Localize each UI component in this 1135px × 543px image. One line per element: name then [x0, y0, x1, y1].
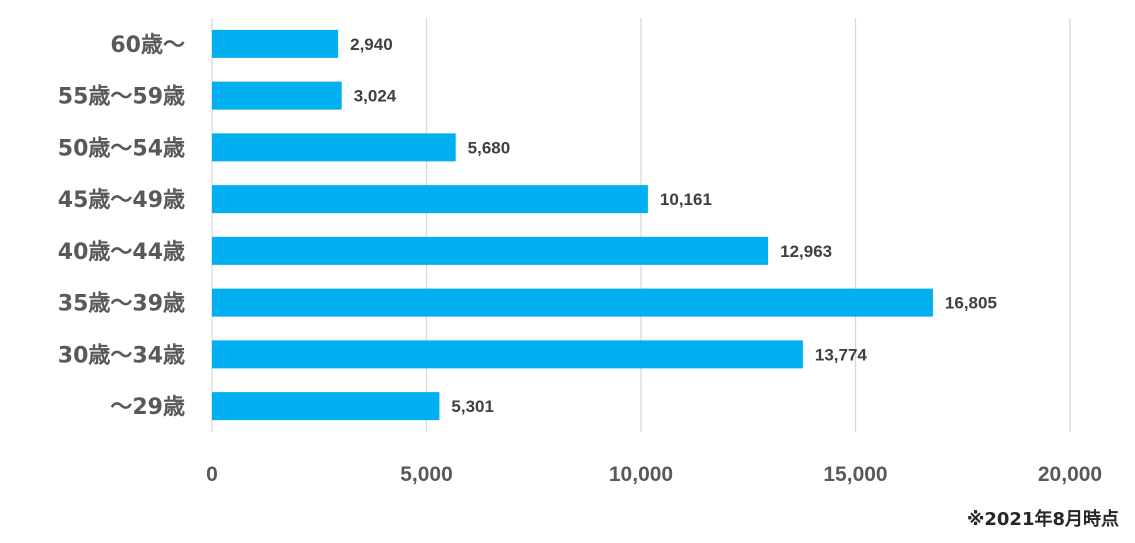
bar	[212, 29, 339, 58]
x-tick-label: 15,000	[823, 463, 887, 486]
value-label: 5,301	[451, 397, 494, 416]
bar	[212, 185, 648, 214]
bar	[212, 340, 803, 369]
value-label: 12,963	[780, 242, 832, 261]
category-label: 60歳〜	[110, 33, 185, 58]
value-label: 10,161	[660, 190, 712, 209]
x-axis-tick-labels: 0 5,000 10,000 15,000 20,000	[206, 463, 1102, 486]
category-label: 35歳〜39歳	[58, 292, 185, 317]
category-label: 40歳〜44歳	[58, 240, 185, 265]
bar	[212, 81, 342, 110]
x-tick-label: 0	[206, 463, 218, 486]
value-label: 5,680	[468, 138, 511, 157]
bar	[212, 392, 440, 421]
x-tick-label: 5,000	[400, 463, 453, 486]
bar	[212, 133, 456, 162]
gridlines	[211, 18, 1071, 432]
category-label: 30歳〜34歳	[58, 343, 185, 368]
category-label: 〜29歳	[110, 395, 185, 420]
bar	[212, 236, 769, 265]
value-labels: 5,301 13,774 16,805 12,963 10,161 5,680 3,024 2…	[350, 35, 997, 416]
value-label: 13,774	[815, 345, 868, 364]
category-label: 50歳〜54歳	[58, 136, 185, 161]
x-tick-label: 10,000	[609, 463, 673, 486]
bars	[212, 29, 933, 421]
category-labels: 〜29歳 30歳〜34歳 35歳〜39歳 40歳〜44歳 45歳〜49歳 50歳〜54歳 5…	[58, 33, 185, 420]
category-label: 55歳〜59歳	[58, 85, 185, 110]
value-label: 16,805	[945, 294, 997, 313]
x-tick-label: 20,000	[1038, 463, 1102, 486]
value-label: 2,940	[350, 35, 393, 54]
bar	[212, 288, 933, 317]
value-label: 3,024	[354, 87, 397, 106]
date-note: ※2021年8月時点	[966, 509, 1119, 530]
category-label: 45歳〜49歳	[58, 188, 185, 213]
